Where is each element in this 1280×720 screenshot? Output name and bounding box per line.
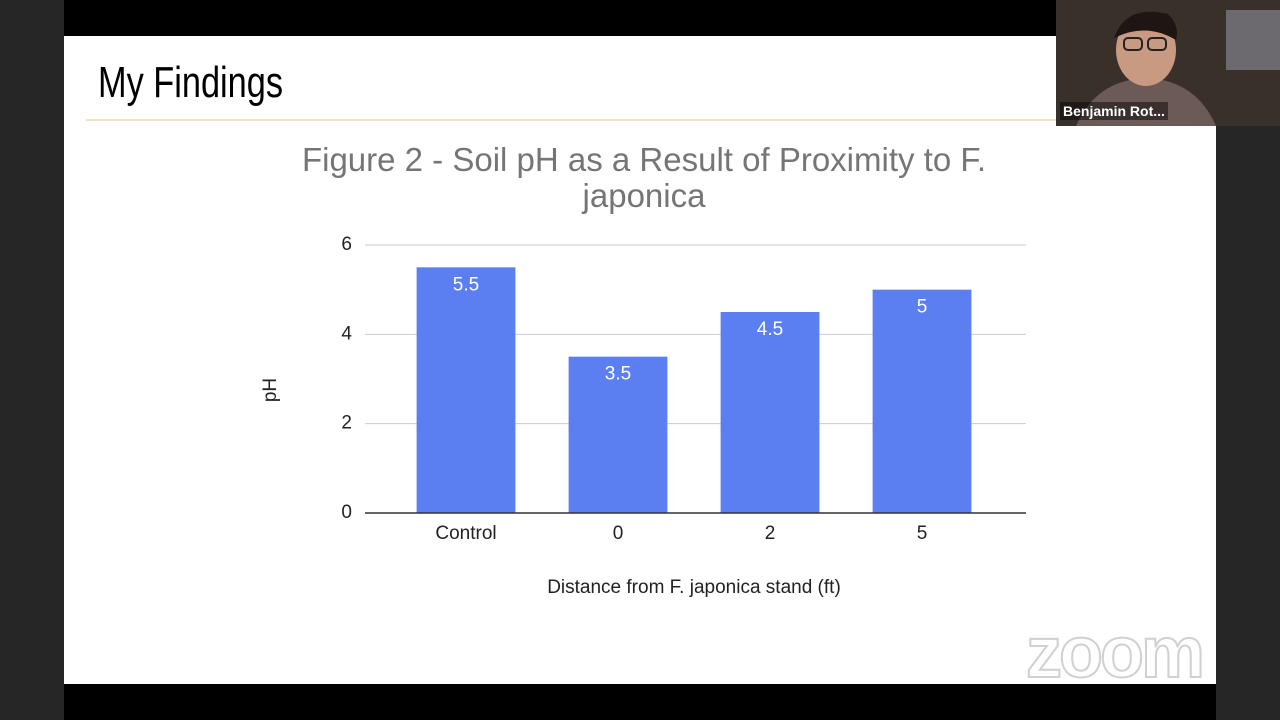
x-tick-label: 5 xyxy=(917,523,928,544)
x-tick-label: 0 xyxy=(613,523,624,544)
y-tick-label: 0 xyxy=(341,502,352,523)
slide: My Findings Figure 2 - Soil pH as a Resu… xyxy=(64,36,1216,684)
video-frame xyxy=(1056,0,1280,126)
bar xyxy=(720,312,820,513)
bar xyxy=(416,267,516,513)
bar xyxy=(872,289,972,513)
y-tick-label: 6 xyxy=(341,234,352,255)
data-label: 5.5 xyxy=(453,274,479,295)
slide-title: My Findings xyxy=(98,58,284,107)
participant-video: Benjamin Rot... xyxy=(1056,0,1280,126)
data-label: 4.5 xyxy=(757,319,783,340)
bar xyxy=(568,356,668,513)
data-label: 3.5 xyxy=(605,364,631,385)
watermark: zoom xyxy=(1025,612,1206,694)
y-tick-label: 4 xyxy=(341,323,352,344)
side-panel xyxy=(0,0,64,720)
x-tick-label: 2 xyxy=(765,523,776,544)
title-rule xyxy=(86,119,1056,121)
y-tick-label: 2 xyxy=(341,413,352,434)
data-label: 5 xyxy=(917,297,928,318)
side-panel xyxy=(1216,126,1280,720)
x-axis-label: Distance from F. japonica stand (ft) xyxy=(547,577,841,598)
x-tick-label: Control xyxy=(435,523,496,544)
participant-name: Benjamin Rot... xyxy=(1060,102,1168,120)
chart-title: Figure 2 - Soil pH as a Result of Proxim… xyxy=(301,141,987,214)
y-axis-label: pH xyxy=(260,378,281,402)
